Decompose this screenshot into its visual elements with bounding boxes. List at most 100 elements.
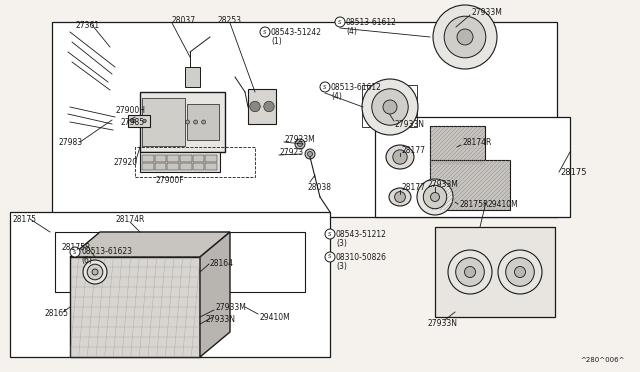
Text: S: S [328, 254, 332, 260]
Text: 27933N: 27933N [205, 315, 235, 324]
Text: 29410M: 29410M [260, 312, 291, 321]
Text: 08513-61612: 08513-61612 [331, 83, 382, 92]
Circle shape [298, 141, 303, 147]
Bar [362, 85, 417, 127]
Circle shape [506, 258, 534, 286]
Text: 08513-61612: 08513-61612 [346, 17, 397, 26]
Text: 08310-50826: 08310-50826 [336, 253, 387, 262]
Bar [248, 89, 276, 124]
Bar [167, 155, 179, 162]
Circle shape [456, 258, 484, 286]
Text: (3): (3) [336, 262, 347, 270]
Circle shape [433, 5, 497, 69]
Bar [205, 155, 217, 162]
Polygon shape [70, 232, 230, 257]
Text: 27933M: 27933M [215, 302, 246, 311]
Circle shape [83, 260, 107, 284]
Text: S: S [328, 231, 332, 237]
Text: (4): (4) [331, 92, 342, 100]
Circle shape [264, 101, 275, 112]
Text: 27933M: 27933M [428, 180, 459, 189]
Text: 28175: 28175 [12, 215, 36, 224]
Bar [375, 117, 570, 217]
Text: 08543-51242: 08543-51242 [271, 28, 322, 36]
Circle shape [515, 266, 525, 278]
Bar [142, 163, 154, 170]
Text: 28177: 28177 [402, 145, 426, 154]
Bar [142, 98, 184, 146]
Circle shape [457, 29, 473, 45]
Bar [193, 155, 204, 162]
Circle shape [186, 120, 189, 124]
Bar [142, 155, 154, 162]
Text: 28037: 28037 [172, 16, 196, 25]
Text: 28038: 28038 [308, 183, 332, 192]
Bar [10, 212, 330, 357]
Text: S: S [323, 84, 327, 90]
Ellipse shape [386, 145, 414, 169]
Text: 27983: 27983 [58, 138, 82, 147]
Text: 28174R: 28174R [463, 138, 492, 147]
Bar [140, 92, 225, 152]
Ellipse shape [389, 188, 411, 206]
Text: (6): (6) [81, 257, 92, 266]
Text: 08543-51212: 08543-51212 [336, 230, 387, 238]
Bar [185, 67, 200, 87]
Text: 27900H: 27900H [115, 106, 145, 115]
Bar [52, 22, 557, 217]
Circle shape [132, 119, 135, 123]
Text: S: S [73, 250, 77, 254]
Polygon shape [70, 257, 200, 357]
Circle shape [395, 192, 405, 202]
Circle shape [143, 119, 147, 123]
Text: 28175: 28175 [560, 167, 586, 176]
Text: 29410M: 29410M [488, 199, 519, 208]
Circle shape [87, 264, 103, 280]
Circle shape [393, 150, 407, 164]
Text: (1): (1) [271, 36, 282, 45]
Circle shape [194, 120, 198, 124]
Circle shape [372, 89, 408, 125]
Text: (3): (3) [336, 238, 347, 247]
Circle shape [465, 266, 476, 278]
Text: 28165: 28165 [44, 310, 68, 318]
Bar [180, 155, 191, 162]
Circle shape [362, 79, 418, 135]
Bar [155, 155, 166, 162]
Circle shape [305, 149, 315, 159]
Text: S: S [339, 19, 342, 25]
Circle shape [335, 17, 345, 27]
Circle shape [423, 185, 447, 209]
Circle shape [498, 250, 542, 294]
Bar [155, 163, 166, 170]
Circle shape [295, 139, 305, 149]
Bar [430, 126, 485, 164]
Text: 27933M: 27933M [472, 7, 503, 16]
Text: 28164: 28164 [210, 260, 234, 269]
Text: 27900F: 27900F [155, 176, 184, 185]
Circle shape [320, 82, 330, 92]
Circle shape [383, 100, 397, 114]
Text: 27920: 27920 [113, 157, 137, 167]
Bar [140, 152, 220, 172]
Text: 28253: 28253 [218, 16, 242, 25]
Circle shape [250, 101, 260, 112]
Circle shape [431, 192, 440, 202]
Circle shape [325, 252, 335, 262]
Circle shape [444, 16, 486, 58]
Circle shape [260, 27, 270, 37]
Polygon shape [200, 232, 230, 357]
Bar [430, 160, 510, 210]
Bar [187, 104, 219, 140]
Circle shape [70, 247, 80, 257]
Text: 28175R: 28175R [61, 243, 90, 251]
Text: 27933N: 27933N [395, 119, 425, 128]
Text: 27923: 27923 [280, 148, 304, 157]
Bar [435, 227, 555, 317]
Bar [167, 163, 179, 170]
Text: S: S [263, 29, 267, 35]
Bar [205, 163, 217, 170]
Circle shape [417, 179, 453, 215]
Bar [180, 163, 191, 170]
Text: ^280^006^: ^280^006^ [580, 357, 625, 363]
